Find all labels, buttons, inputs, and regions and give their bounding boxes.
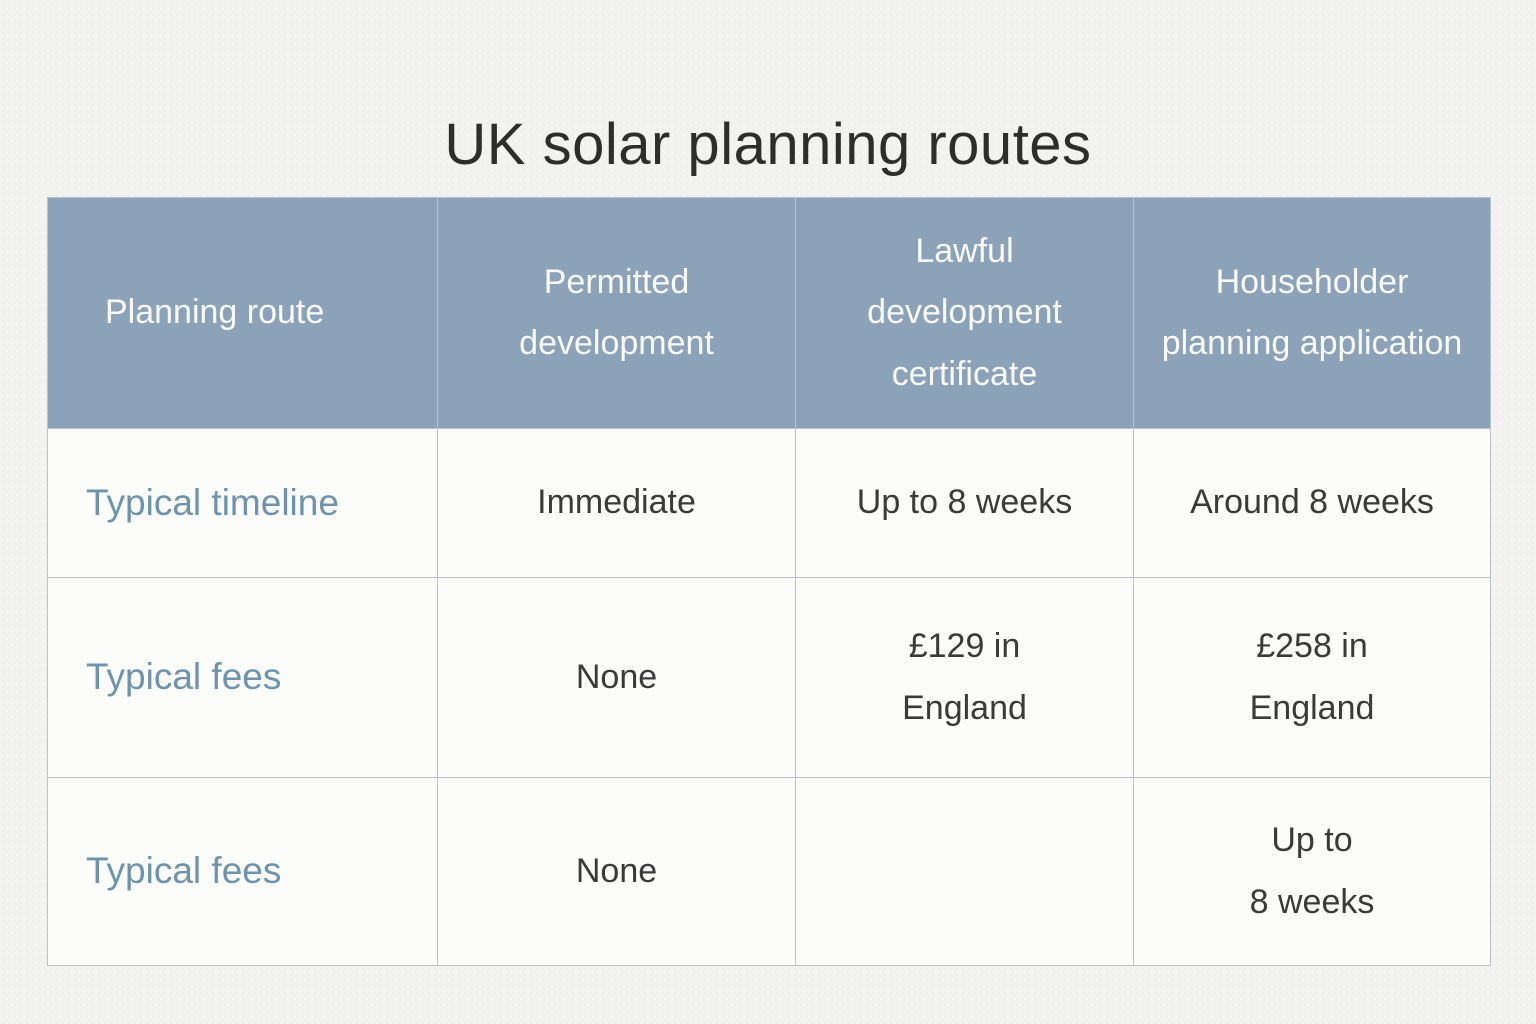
row-label: Typical timeline (47, 428, 438, 578)
table-cell: £129 in England (795, 577, 1134, 778)
table-row-typical-fees-2: Typical fees None Up to 8 weeks (47, 777, 1491, 966)
table-header: Planning route Permitted development Law… (47, 197, 1491, 429)
column-header-lawful-development-certificate: Lawful development certificate (795, 197, 1134, 429)
table-cell: Up to 8 weeks (795, 428, 1134, 578)
table-cell: None (437, 577, 796, 778)
column-header-planning-route: Planning route (47, 197, 438, 429)
header-row: Planning route Permitted development Law… (47, 197, 1491, 429)
table-cell-empty (795, 777, 1134, 966)
row-label: Typical fees (47, 777, 438, 966)
column-header-permitted-development: Permitted development (437, 197, 796, 429)
page-title: UK solar planning routes (444, 111, 1092, 177)
table-cell: Up to 8 weeks (1133, 777, 1491, 966)
row-label: Typical fees (47, 577, 438, 778)
table-cell: £258 in England (1133, 577, 1491, 778)
planning-routes-table: Planning route Permitted development Law… (47, 197, 1491, 966)
table-row-typical-fees: Typical fees None £129 in England £258 i… (47, 577, 1491, 778)
column-header-householder-planning-application: Householder planning application (1133, 197, 1491, 429)
table-cell: Immediate (437, 428, 796, 578)
table-cell: Around 8 weeks (1133, 428, 1491, 578)
table-body: Typical timeline Immediate Up to 8 weeks… (47, 428, 1491, 966)
table-cell: None (437, 777, 796, 966)
table-row-typical-timeline: Typical timeline Immediate Up to 8 weeks… (47, 428, 1491, 578)
